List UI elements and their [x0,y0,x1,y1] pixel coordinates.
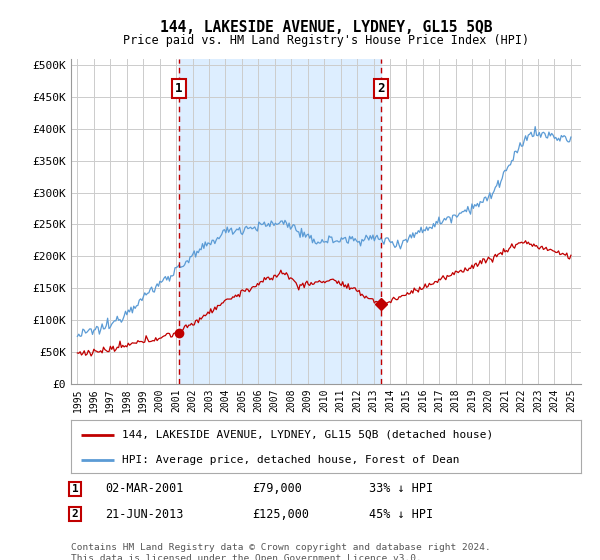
Text: £125,000: £125,000 [252,507,309,521]
Text: 2: 2 [377,82,385,95]
Text: 2: 2 [71,509,79,519]
Text: Contains HM Land Registry data © Crown copyright and database right 2024.
This d: Contains HM Land Registry data © Crown c… [71,543,491,560]
Text: Price paid vs. HM Land Registry's House Price Index (HPI): Price paid vs. HM Land Registry's House … [123,34,529,46]
Text: 144, LAKESIDE AVENUE, LYDNEY, GL15 5QB: 144, LAKESIDE AVENUE, LYDNEY, GL15 5QB [160,20,492,35]
Text: 1: 1 [175,82,182,95]
Text: 1: 1 [71,484,79,494]
Text: HPI: Average price, detached house, Forest of Dean: HPI: Average price, detached house, Fore… [122,455,460,465]
Bar [179,59,381,384]
Text: £79,000: £79,000 [252,482,302,496]
Text: 144, LAKESIDE AVENUE, LYDNEY, GL15 5QB (detached house): 144, LAKESIDE AVENUE, LYDNEY, GL15 5QB (… [122,430,493,440]
Text: 45% ↓ HPI: 45% ↓ HPI [369,507,433,521]
Text: 33% ↓ HPI: 33% ↓ HPI [369,482,433,496]
Text: 02-MAR-2001: 02-MAR-2001 [105,482,184,496]
Text: 21-JUN-2013: 21-JUN-2013 [105,507,184,521]
